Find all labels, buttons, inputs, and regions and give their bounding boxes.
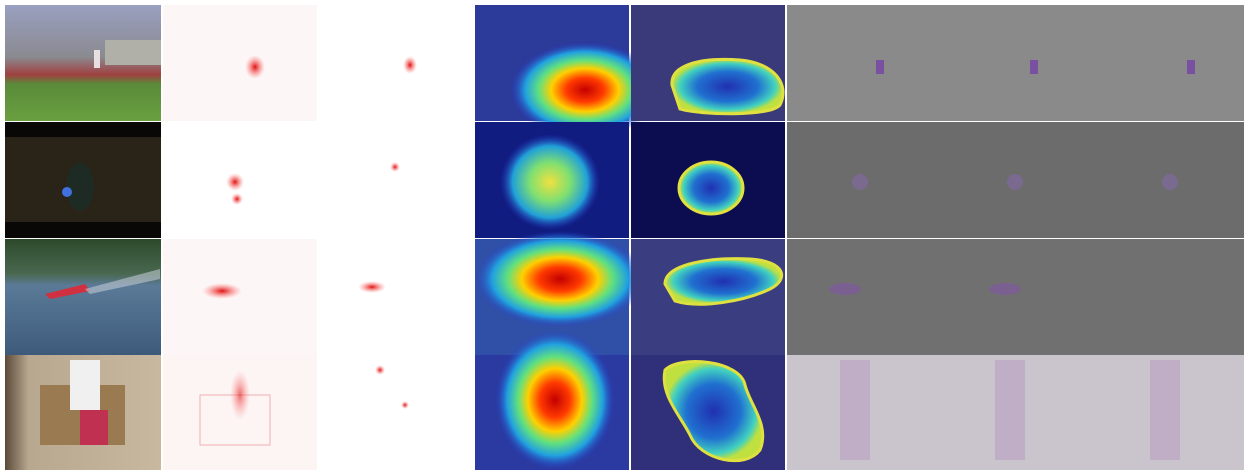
saliency-map xyxy=(163,5,317,121)
saliency-map xyxy=(319,5,473,121)
image-grid xyxy=(0,0,1244,470)
heat-blob xyxy=(475,231,645,327)
frame-photo xyxy=(5,239,161,355)
figure xyxy=(1187,60,1195,74)
page: Saliency grid {} html, body { margin: 0;… xyxy=(0,0,1244,470)
figure xyxy=(1162,174,1178,190)
mask-blob xyxy=(679,162,743,214)
saliency-spot xyxy=(230,370,250,420)
shirt xyxy=(70,360,100,410)
person xyxy=(94,50,100,68)
row xyxy=(5,231,1244,355)
figure xyxy=(1007,174,1023,190)
saliency-map xyxy=(319,122,473,238)
saliency-spot xyxy=(390,162,400,172)
figure xyxy=(840,360,870,460)
saliency-spot xyxy=(358,281,386,293)
saliency-spot xyxy=(401,401,409,409)
figure xyxy=(876,60,884,74)
saliency-map xyxy=(163,239,317,355)
heat-blob xyxy=(495,330,615,470)
body: (() => { const data = JSON.parse(documen… xyxy=(0,0,1244,470)
ball xyxy=(62,187,72,197)
figure xyxy=(989,283,1021,295)
figure xyxy=(852,174,868,190)
gradient-maps xyxy=(787,239,1244,355)
figure xyxy=(829,283,861,295)
gradient-maps xyxy=(787,5,1244,121)
shorts xyxy=(80,410,108,445)
saliency-spot xyxy=(231,193,243,205)
figure xyxy=(1150,360,1180,460)
figure xyxy=(1030,60,1038,74)
row xyxy=(5,122,1244,238)
saliency-spot xyxy=(202,283,242,299)
heat-blob xyxy=(500,134,600,230)
building xyxy=(105,40,161,65)
mask-blob xyxy=(672,59,783,113)
row xyxy=(5,5,1244,138)
figure xyxy=(995,360,1025,460)
saliency-map xyxy=(319,239,473,355)
person xyxy=(66,163,94,211)
saliency-spot xyxy=(375,365,385,375)
saliency-map xyxy=(319,355,473,470)
saliency-spot xyxy=(245,55,265,79)
saliency-spot xyxy=(226,173,244,191)
saliency-spot xyxy=(403,56,417,74)
